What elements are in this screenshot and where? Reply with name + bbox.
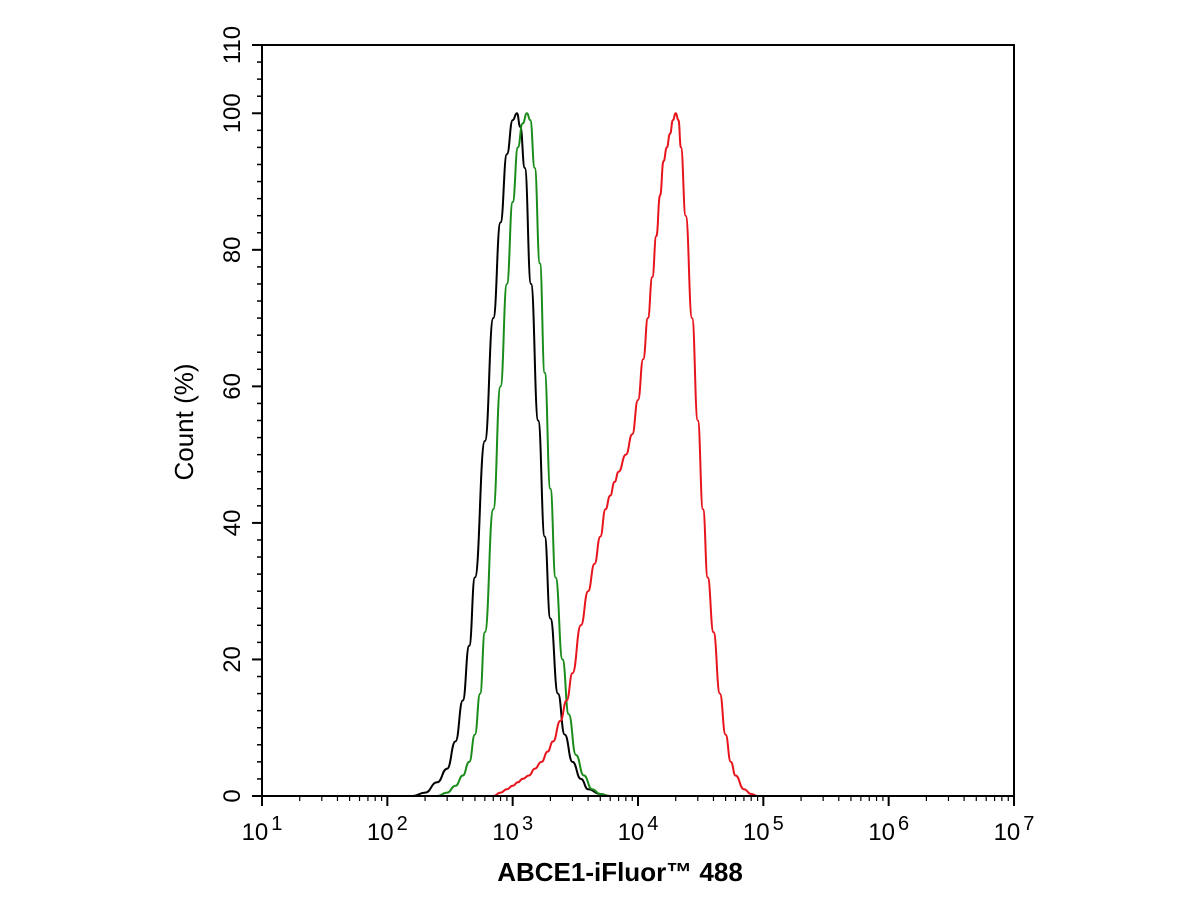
x-axis-title: ABCE1-iFluor™ 488 <box>497 857 743 887</box>
y-tick-label: 60 <box>219 373 246 400</box>
x-tick-label: 10 2 <box>367 813 408 846</box>
y-tick-label: 20 <box>219 646 246 673</box>
histogram-series-1 <box>412 112 611 797</box>
histogram-series-3 <box>493 112 758 797</box>
y-tick-label: 100 <box>219 93 246 133</box>
histogram-series-2 <box>437 112 611 797</box>
plot-frame <box>261 44 1015 797</box>
x-tick-label: 10 1 <box>242 813 283 846</box>
y-tick-label: 80 <box>219 236 246 263</box>
y-tick-label: 110 <box>219 26 246 64</box>
series-layer <box>412 112 758 797</box>
x-tick-label: 10 7 <box>994 813 1035 846</box>
y-tick-label: 0 <box>219 789 246 802</box>
x-tick-label: 10 4 <box>618 813 659 846</box>
y-tick-label: 40 <box>219 510 246 537</box>
axes-layer: 0 20 40 60 80 100 110 10 1 10 2 10 3 10 4 10 5 10 6 10 7 <box>219 26 1034 846</box>
x-tick-label: 10 3 <box>492 813 533 846</box>
y-axis-title: Count (%) <box>169 363 199 480</box>
x-tick-label: 10 6 <box>868 813 909 846</box>
x-tick-label: 10 5 <box>743 813 784 846</box>
